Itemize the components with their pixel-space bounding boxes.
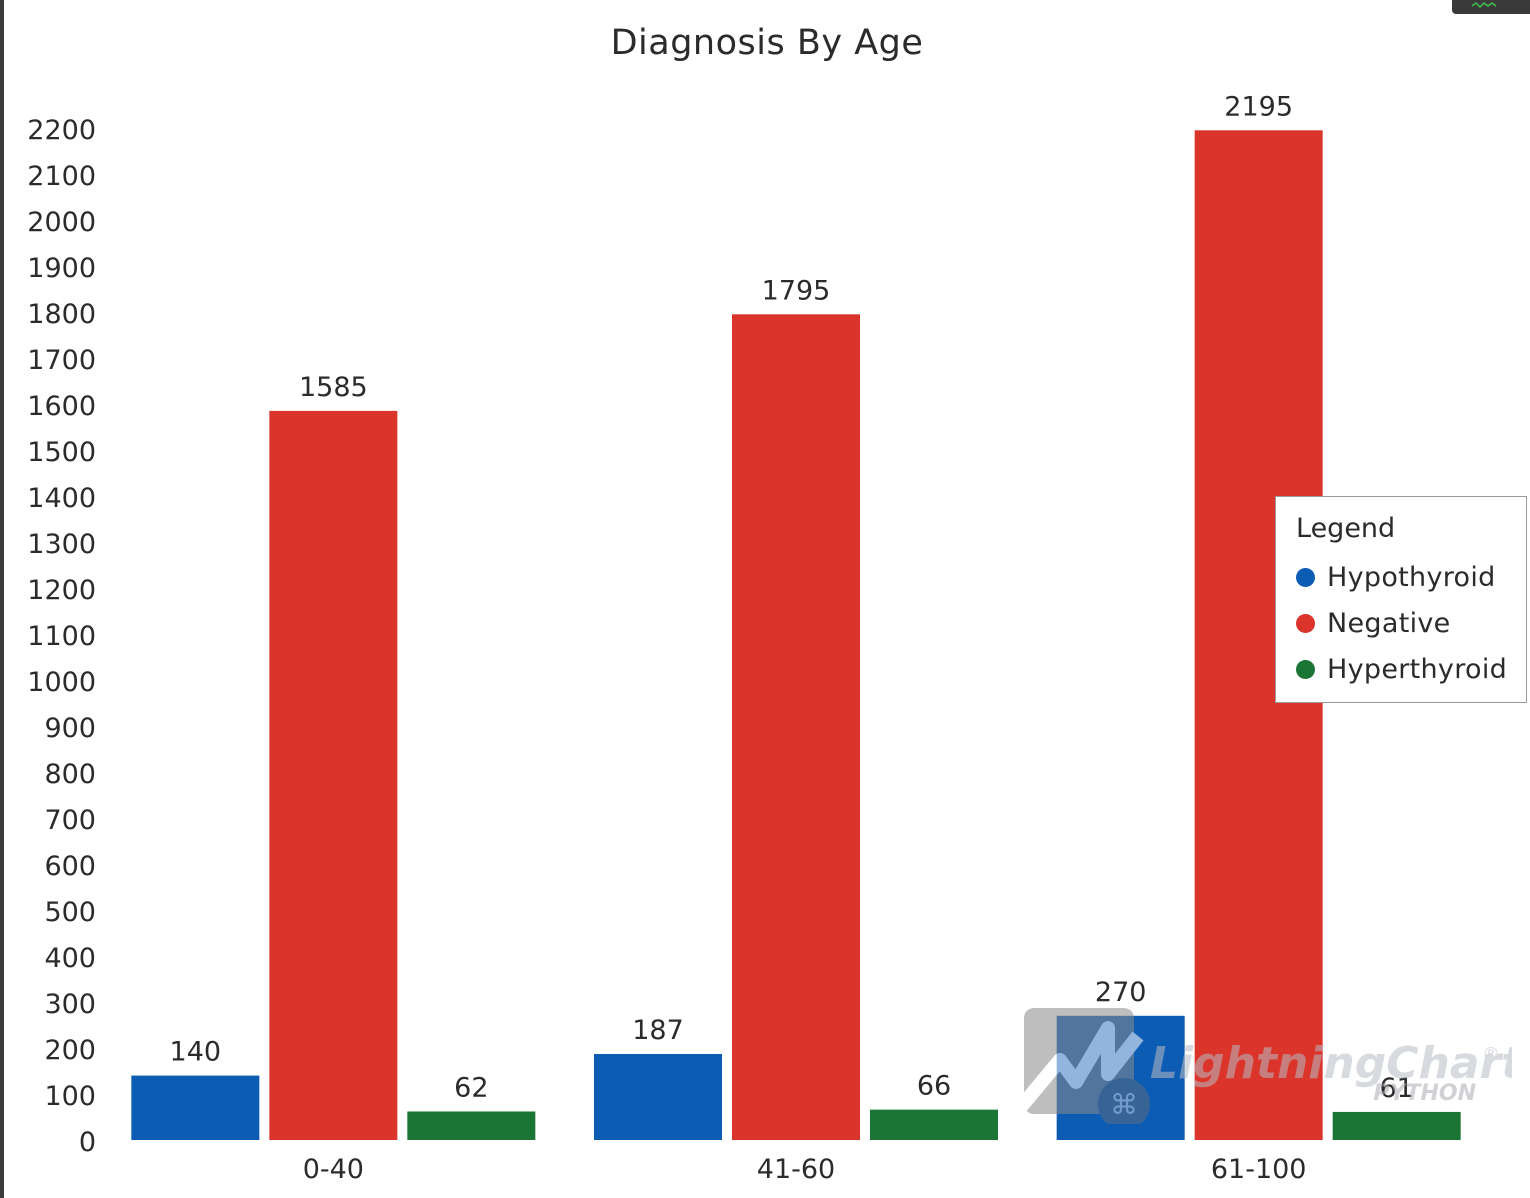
x-tick-label: 61-100 <box>1211 1154 1307 1185</box>
bar-value-label: 66 <box>917 1071 951 1102</box>
y-tick-label: 1300 <box>27 529 96 560</box>
bar-negative-41-60[interactable] <box>732 314 860 1140</box>
y-tick-label: 1600 <box>27 391 96 422</box>
y-tick-label: 1200 <box>27 575 96 606</box>
bar-hyperthyroid-0-40[interactable] <box>407 1111 536 1140</box>
legend-item-hypothyroid[interactable]: Hypothyroid <box>1296 560 1496 594</box>
legend-label: Hyperthyroid <box>1327 653 1508 685</box>
y-tick-label: 1800 <box>27 299 96 330</box>
legend-item-hyperthyroid[interactable]: Hyperthyroid <box>1296 652 1507 686</box>
legend: Legend Hypothyroid Negative Hyperthyroid <box>1275 496 1527 703</box>
y-tick-label: 200 <box>44 1035 96 1066</box>
bar-negative-0-40[interactable] <box>269 410 398 1140</box>
sparkline-icon <box>1471 2 1497 9</box>
y-axis: 0 100 200 300 400 500 600 700 800 900 1000 1100 1200… <box>27 115 96 1158</box>
bar-value-label: 61 <box>1379 1073 1413 1104</box>
bar-hyperthyroid-61-100[interactable] <box>1332 1111 1461 1140</box>
svg-text:⌘: ⌘ <box>1110 1088 1138 1121</box>
bar-hypothyroid-0-40[interactable] <box>131 1075 260 1140</box>
y-tick-label: 600 <box>44 851 96 882</box>
y-tick-label: 2100 <box>27 161 96 192</box>
data-labels: 140 1585 62 187 1795 66 270 2195 61 <box>170 91 1414 1104</box>
y-tick-label: 1100 <box>27 621 96 652</box>
lightningchart-watermark: ⌘ LightningChart ® PYTHON <box>1012 1004 1524 1130</box>
bar-value-label: 140 <box>170 1037 222 1068</box>
watermark-sub: PYTHON <box>1373 1081 1476 1106</box>
y-tick-label: 800 <box>44 759 96 790</box>
bar-value-label: 270 <box>1095 977 1147 1008</box>
y-tick-label: 1900 <box>27 253 96 284</box>
fps-widget <box>1452 0 1530 14</box>
y-tick-label: 900 <box>44 713 96 744</box>
watermark-brand: LightningChart <box>1150 1038 1512 1089</box>
y-tick-label: 700 <box>44 805 96 836</box>
bar-value-label: 1585 <box>299 372 368 403</box>
chart-title: Diagnosis By Age <box>611 23 924 63</box>
x-tick-label: 0-40 <box>303 1154 364 1185</box>
legend-title: Legend <box>1296 513 1396 544</box>
y-tick-label: 1700 <box>27 345 96 376</box>
bar-hyperthyroid-41-60[interactable] <box>870 1109 998 1140</box>
y-tick-label: 0 <box>79 1127 96 1158</box>
x-tick-label: 41-60 <box>757 1154 835 1185</box>
y-tick-label: 2000 <box>27 207 96 238</box>
y-tick-label: 100 <box>44 1081 96 1112</box>
y-tick-label: 1000 <box>27 667 96 698</box>
legend-label: Hypothyroid <box>1327 561 1496 593</box>
legend-marker <box>1296 613 1315 633</box>
bar-hypothyroid-41-60[interactable] <box>594 1053 722 1140</box>
bars <box>131 130 1461 1141</box>
legend-marker <box>1296 567 1315 587</box>
legend-item-negative[interactable]: Negative <box>1296 606 1451 640</box>
bar-value-label: 2195 <box>1224 91 1293 122</box>
bar-value-label: 62 <box>454 1072 488 1103</box>
legend-label: Negative <box>1327 607 1451 639</box>
y-tick-label: 300 <box>44 989 96 1020</box>
bar-value-label: 1795 <box>762 275 831 306</box>
y-tick-label: 400 <box>44 943 96 974</box>
y-tick-label: 1400 <box>27 483 96 514</box>
y-tick-label: 2200 <box>27 115 96 146</box>
x-axis: 0-40 41-60 61-100 <box>303 1154 1307 1185</box>
bar-value-label: 187 <box>632 1015 684 1046</box>
y-tick-label: 500 <box>44 897 96 928</box>
legend-marker <box>1296 659 1315 679</box>
window-left-edge <box>0 0 4 1198</box>
y-tick-label: 1500 <box>27 437 96 468</box>
watermark-registered: ® <box>1482 1044 1500 1065</box>
